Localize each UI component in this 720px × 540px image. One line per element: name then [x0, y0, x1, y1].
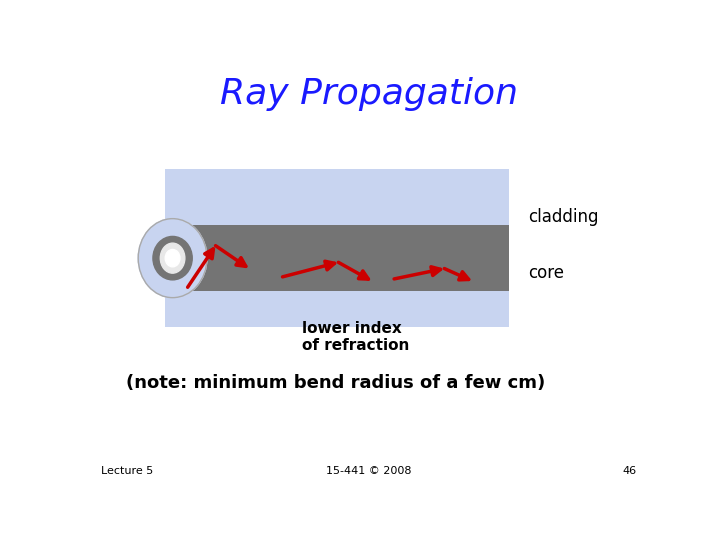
Text: 15-441 © 2008: 15-441 © 2008	[326, 467, 412, 476]
Text: lower index
of refraction: lower index of refraction	[302, 321, 410, 353]
Text: Lecture 5: Lecture 5	[101, 467, 153, 476]
Ellipse shape	[165, 249, 180, 267]
Text: (note: minimum bend radius of a few cm): (note: minimum bend radius of a few cm)	[126, 374, 546, 392]
Ellipse shape	[161, 243, 185, 273]
Bar	[166, 225, 508, 292]
Ellipse shape	[153, 237, 192, 280]
Text: 46: 46	[623, 467, 637, 476]
Bar	[166, 168, 508, 327]
Text: cladding: cladding	[528, 207, 598, 226]
Text: core: core	[528, 264, 564, 282]
Text: Ray Propagation: Ray Propagation	[220, 77, 518, 111]
Ellipse shape	[138, 219, 207, 298]
